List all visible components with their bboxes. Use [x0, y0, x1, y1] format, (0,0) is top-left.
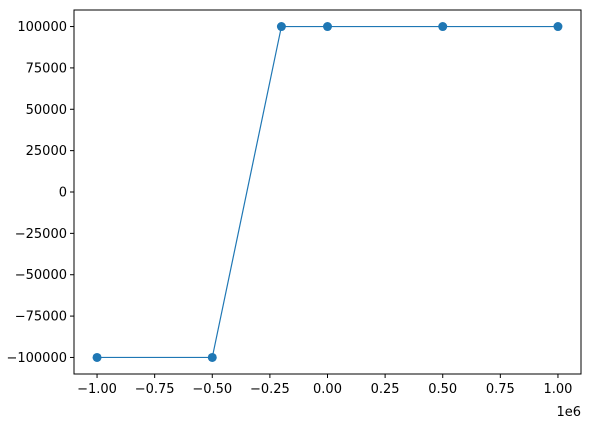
data-point: [323, 22, 332, 32]
data-point: [553, 22, 563, 32]
x-tick-label: −1.00: [77, 382, 117, 397]
data-point: [92, 352, 102, 362]
x-axis-offset-label: 1e6: [556, 405, 581, 420]
y-axis-ticks: −100000 −75000 −50000 −25000 0 25000 50000 7500…: [6, 20, 74, 366]
y-tick-label: −75000: [15, 310, 67, 325]
y-tick-label: 25000: [26, 144, 67, 159]
y-tick-label: 100000: [17, 20, 67, 35]
x-tick-label: 0.50: [428, 382, 457, 397]
y-tick-label: 0: [59, 186, 67, 201]
x-tick-label: −0.50: [192, 382, 232, 397]
x-tick-label: −0.75: [135, 382, 175, 397]
x-tick-label: 0.00: [313, 382, 342, 397]
data-point: [276, 22, 286, 32]
y-tick-label: 50000: [26, 103, 67, 118]
x-axis-ticks: −1.00 −0.75 −0.50 −0.25 0.00 0.25 0.50 0.75 1.00: [77, 374, 572, 397]
data-point: [207, 352, 217, 362]
series-layer: [92, 22, 563, 362]
y-tick-label: 75000: [26, 61, 67, 76]
x-tick-label: 0.25: [371, 382, 400, 397]
plot-frame: [73, 9, 582, 375]
y-tick-label: −100000: [6, 351, 67, 366]
data-point: [438, 22, 448, 32]
y-tick-label: −25000: [15, 227, 67, 242]
y-tick-label: −50000: [15, 268, 67, 283]
x-tick-label: 0.75: [486, 382, 515, 397]
x-tick-label: 1.00: [543, 382, 572, 397]
x-tick-label: −0.25: [250, 382, 290, 397]
series-line: [97, 25, 558, 359]
